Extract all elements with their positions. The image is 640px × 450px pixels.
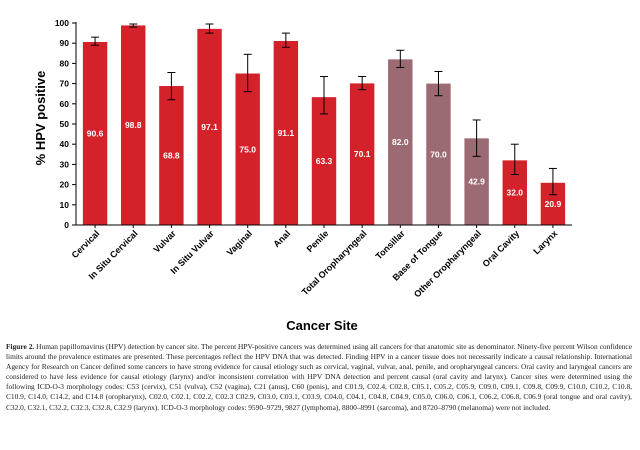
bar-value-label: 42.9 xyxy=(468,177,485,187)
bar xyxy=(349,83,375,225)
bar-value-label: 90.6 xyxy=(87,128,104,138)
bar-value-label: 82.0 xyxy=(392,137,409,147)
y-tick-label: 100 xyxy=(55,18,69,28)
error-bar xyxy=(396,49,405,68)
y-axis: 0 10 20 30 40 50 60 70 80 90 100 xyxy=(55,18,77,230)
error-bar xyxy=(243,53,252,93)
error-bar xyxy=(281,32,290,48)
bar-value-label: 68.8 xyxy=(163,151,180,161)
bar-value-label: 70.1 xyxy=(354,149,371,159)
x-tick-label: Cervical xyxy=(70,228,102,260)
bar-value-label: 63.3 xyxy=(316,156,333,166)
bar-value-label: 32.0 xyxy=(506,188,523,198)
error-bar xyxy=(205,23,214,34)
x-tick-label: Other Oropharyngeal xyxy=(412,228,483,299)
bar xyxy=(197,28,222,225)
bar xyxy=(311,97,337,225)
y-tick-label: 20 xyxy=(60,180,70,190)
caption-label: Figure 2. xyxy=(6,342,35,351)
y-tick-label: 30 xyxy=(60,159,70,169)
error-bar xyxy=(358,76,367,91)
y-tick-label: 60 xyxy=(60,99,70,109)
x-tick-label: Oral Cavity xyxy=(481,228,522,269)
x-tick-label: Anal xyxy=(271,228,292,249)
y-tick-label: 90 xyxy=(60,38,70,48)
x-axis-title: Cancer Site xyxy=(286,318,358,333)
error-bar xyxy=(320,76,328,115)
bars-group: 90.6 98.8 68.8 97.1 75.0 91.1 63.3 70.1 82.0 70.0… xyxy=(82,23,566,226)
y-tick-label: 70 xyxy=(60,79,70,89)
bar xyxy=(273,40,299,226)
y-axis-title: % HPV positive xyxy=(33,71,48,166)
bar xyxy=(388,59,413,225)
x-tick-label: Total Oropharyngeal xyxy=(300,228,369,297)
bar xyxy=(121,25,146,226)
figure-caption: Figure 2. Human papillomavirus (HPV) det… xyxy=(6,342,632,413)
bar-value-label: 97.1 xyxy=(201,122,218,132)
bar-chart: 0 10 20 30 40 50 60 70 80 90 100 90.6 98.8 68.8 97.1 7… xyxy=(33,18,572,333)
y-tick-label: 10 xyxy=(60,200,70,210)
error-bar xyxy=(167,71,176,101)
bar-value-label: 20.9 xyxy=(545,199,562,209)
x-tick-label: Vulvar xyxy=(152,228,179,255)
y-tick-label: 40 xyxy=(60,139,70,149)
x-tick-label: Larynx xyxy=(531,228,559,256)
bar-value-label: 70.0 xyxy=(430,149,447,159)
bar xyxy=(82,41,108,225)
y-tick-label: 80 xyxy=(60,58,70,68)
bar-value-label: 98.8 xyxy=(125,120,142,130)
error-bar xyxy=(548,167,557,196)
bar xyxy=(159,86,184,225)
bar-value-label: 91.1 xyxy=(278,128,295,138)
bar xyxy=(426,83,451,225)
x-tick-label: Penile xyxy=(305,228,331,254)
error-bar xyxy=(472,119,481,157)
x-tick-label: Vaginal xyxy=(225,228,254,257)
error-bar xyxy=(91,36,100,46)
y-tick-label: 50 xyxy=(60,119,70,129)
error-bar xyxy=(510,143,519,175)
error-bar xyxy=(434,70,443,97)
caption-text: Human papillomavirus (HPV) detection by … xyxy=(6,342,632,412)
y-tick-label: 0 xyxy=(64,220,69,230)
bar-value-label: 75.0 xyxy=(239,144,256,154)
bar xyxy=(235,73,260,225)
error-bar xyxy=(129,23,138,28)
x-tick-label: Tonsillar xyxy=(374,228,407,261)
